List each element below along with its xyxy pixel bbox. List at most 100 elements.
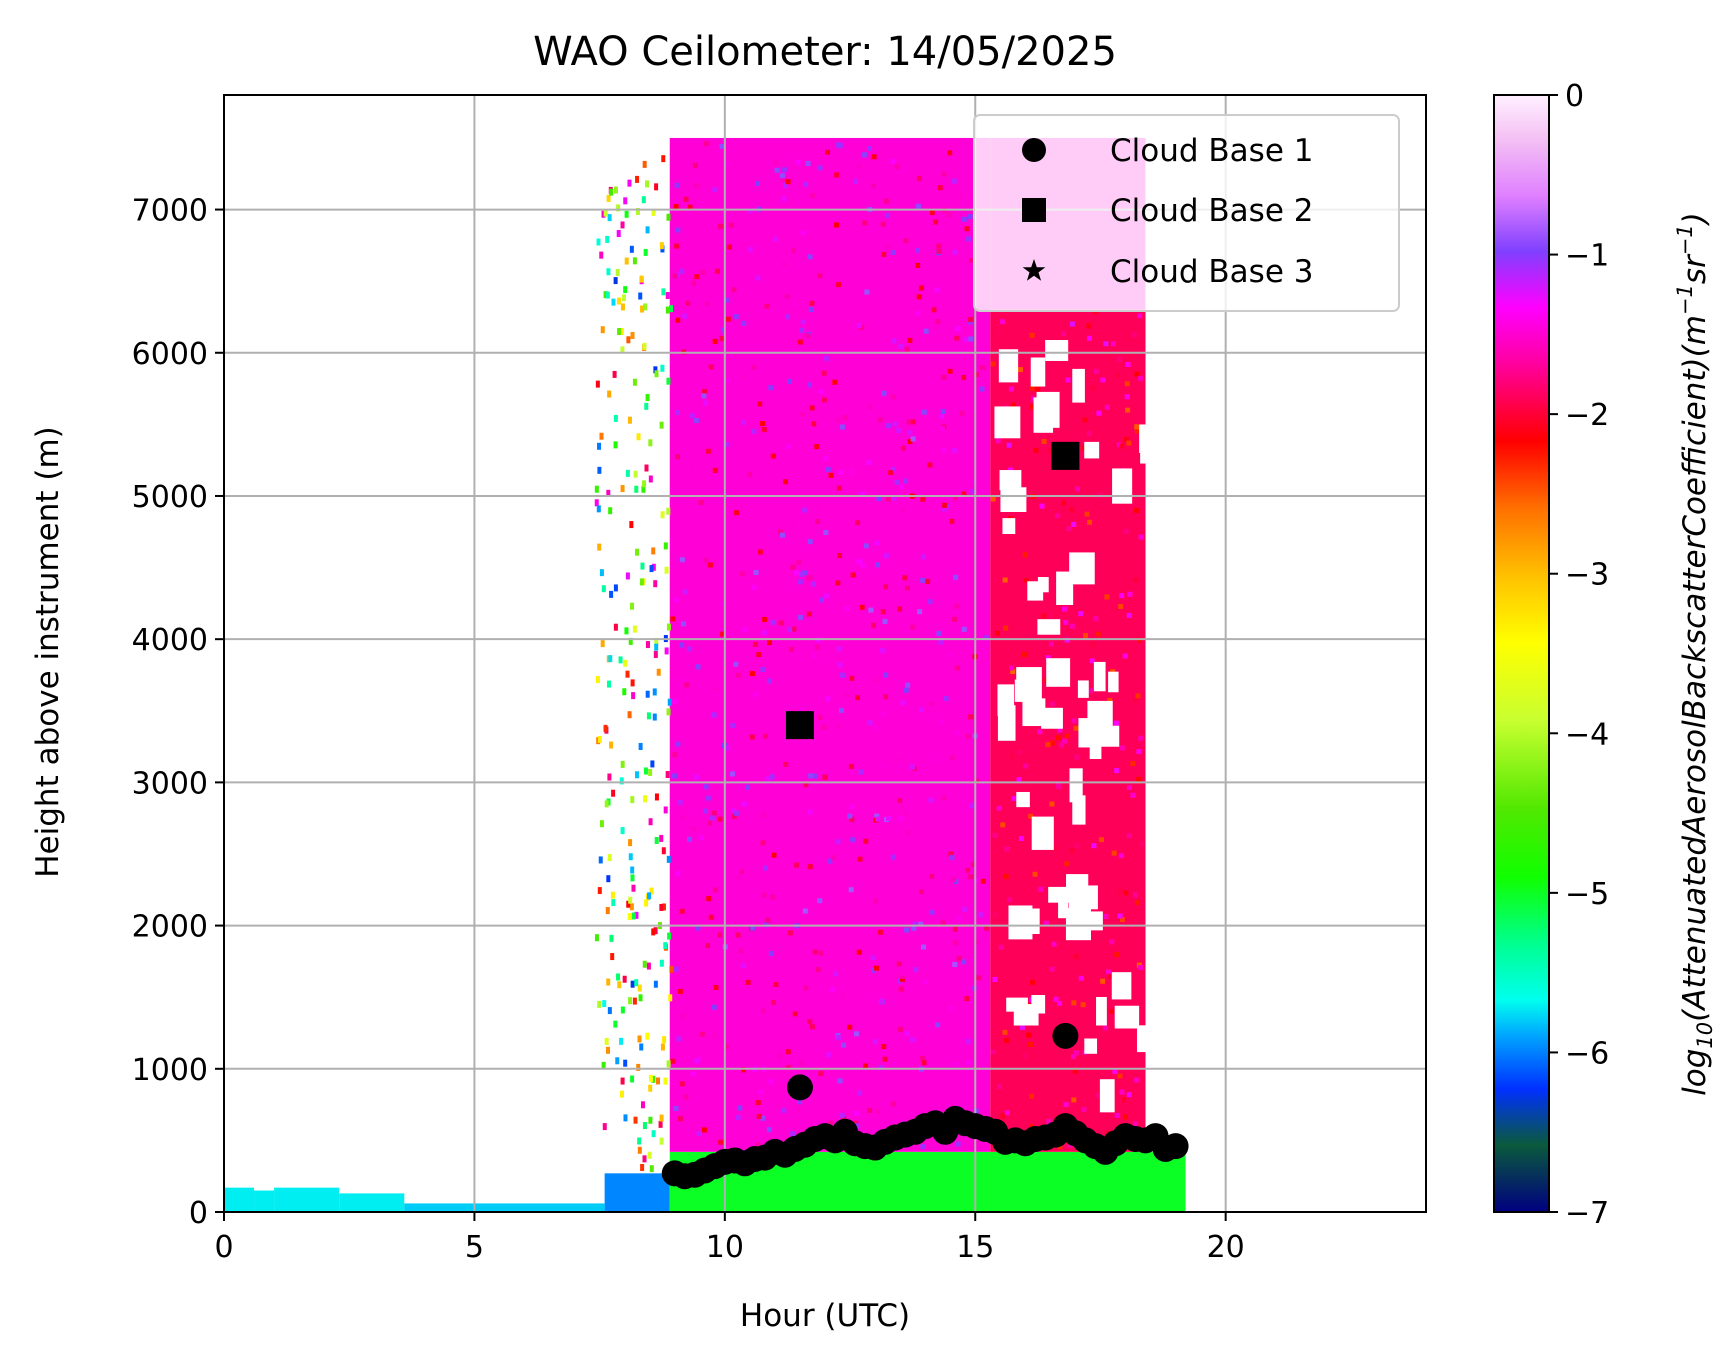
heatmap-sparse-return xyxy=(623,1114,628,1122)
heatmap-speckle xyxy=(907,430,913,436)
heatmap-speckle xyxy=(853,179,859,185)
heatmap-speckle xyxy=(1017,749,1023,755)
heatmap-speckle xyxy=(863,838,869,844)
heatmap-sparse-return xyxy=(654,836,659,844)
heatmap-sparse-return xyxy=(648,818,653,826)
heatmap-speckle xyxy=(741,320,747,326)
heatmap-speckle xyxy=(1092,309,1098,315)
heatmap-speckle xyxy=(952,447,958,453)
heatmap-speckle xyxy=(675,227,681,233)
heatmap-speckle xyxy=(1093,616,1099,622)
heatmap-sparse-return xyxy=(613,441,618,449)
heatmap-speckle xyxy=(948,851,954,857)
heatmap-speckle xyxy=(898,484,904,490)
heatmap-sparse-return xyxy=(656,1077,661,1085)
heatmap-sparse-return xyxy=(651,928,656,936)
heatmap-speckle xyxy=(974,372,980,378)
heatmap-speckle xyxy=(918,921,924,927)
heatmap-speckle xyxy=(695,664,701,670)
heatmap-speckle xyxy=(694,183,700,189)
heatmap-speckle xyxy=(848,763,854,769)
heatmap-speckle xyxy=(1028,1123,1034,1129)
heatmap-speckle xyxy=(840,424,846,430)
heatmap-speckle xyxy=(882,619,888,625)
heatmap-speckle xyxy=(1057,727,1063,733)
heatmap-sparse-return xyxy=(606,268,611,276)
y-tick-label: 4000 xyxy=(132,623,208,658)
heatmap-gap xyxy=(1108,671,1119,693)
heatmap-sparse-return xyxy=(667,698,672,706)
heatmap-gap xyxy=(1112,468,1133,504)
heatmap-sparse-return xyxy=(654,637,659,645)
heatmap-sparse-return xyxy=(652,688,657,696)
heatmap-speckle xyxy=(1110,341,1116,347)
heatmap-speckle xyxy=(890,466,896,472)
heatmap-speckle xyxy=(694,274,700,280)
heatmap-speckle xyxy=(853,1120,859,1126)
heatmap-sparse-return xyxy=(613,584,618,592)
heatmap-sparse-return xyxy=(630,332,635,340)
heatmap-speckle xyxy=(824,149,830,155)
heatmap-sparse-return xyxy=(600,326,605,334)
heatmap-speckle xyxy=(897,606,903,612)
heatmap-speckle xyxy=(961,216,967,222)
heatmap-sparse-return xyxy=(595,380,600,388)
heatmap-gap xyxy=(1066,874,1089,900)
heatmap-sparse-return xyxy=(636,433,641,441)
heatmap-speckle xyxy=(940,408,946,414)
heatmap-speckle xyxy=(707,820,713,826)
heatmap-sparse-return xyxy=(611,789,616,797)
heatmap-speckle xyxy=(706,896,712,902)
heatmap-speckle xyxy=(810,581,816,587)
heatmap-sparse-return xyxy=(620,1090,625,1098)
heatmap-sparse-return xyxy=(595,676,600,684)
heatmap-speckle xyxy=(898,343,904,349)
heatmap-sparse-return xyxy=(613,277,618,285)
heatmap-speckle xyxy=(961,626,967,632)
heatmap-speckle xyxy=(1126,1092,1132,1098)
heatmap-gap xyxy=(1096,996,1107,1026)
heatmap-speckle xyxy=(674,182,680,188)
heatmap-speckle xyxy=(947,652,953,658)
heatmap-speckle xyxy=(1139,841,1145,847)
heatmap-speckle xyxy=(1081,1106,1087,1112)
heatmap-sparse-return xyxy=(628,637,633,645)
heatmap-sparse-return xyxy=(599,569,604,577)
heatmap-speckle xyxy=(941,506,947,512)
heatmap-region xyxy=(604,1173,670,1212)
heatmap-speckle xyxy=(979,386,985,392)
heatmap-speckle xyxy=(1064,733,1070,739)
heatmap-sparse-return xyxy=(634,911,639,919)
heatmap-speckle xyxy=(685,300,691,306)
heatmap-speckle xyxy=(675,871,681,877)
heatmap-gap xyxy=(1002,518,1016,534)
heatmap-sparse-return xyxy=(609,590,614,598)
heatmap-speckle xyxy=(992,912,998,918)
heatmap-speckle xyxy=(1022,552,1028,558)
heatmap-speckle xyxy=(786,444,792,450)
heatmap-speckle xyxy=(825,466,831,472)
heatmap-speckle xyxy=(1119,745,1125,751)
heatmap-sparse-return xyxy=(607,773,612,781)
heatmap-speckle xyxy=(949,518,955,524)
heatmap-speckle xyxy=(680,1013,686,1019)
heatmap-sparse-return xyxy=(637,1137,642,1145)
heatmap-sparse-return xyxy=(649,1165,654,1173)
heatmap-speckle xyxy=(1090,642,1096,648)
heatmap-speckle xyxy=(897,815,903,821)
heatmap-speckle xyxy=(835,417,841,423)
heatmap-speckle xyxy=(1107,698,1113,704)
heatmap-sparse-return xyxy=(624,257,629,265)
heatmap-speckle xyxy=(1096,410,1102,416)
legend-marker-square xyxy=(1022,198,1046,222)
heatmap-sparse-return xyxy=(660,511,665,519)
heatmap-sparse-return xyxy=(650,760,655,768)
heatmap-sparse-return xyxy=(669,305,674,313)
heatmap-sparse-return xyxy=(644,402,649,410)
heatmap-speckle xyxy=(788,646,794,652)
heatmap-speckle xyxy=(679,908,685,914)
heatmap-speckle xyxy=(1007,897,1013,903)
heatmap-speckle xyxy=(720,327,726,333)
heatmap-speckle xyxy=(760,421,766,427)
heatmap-speckle xyxy=(781,261,787,267)
